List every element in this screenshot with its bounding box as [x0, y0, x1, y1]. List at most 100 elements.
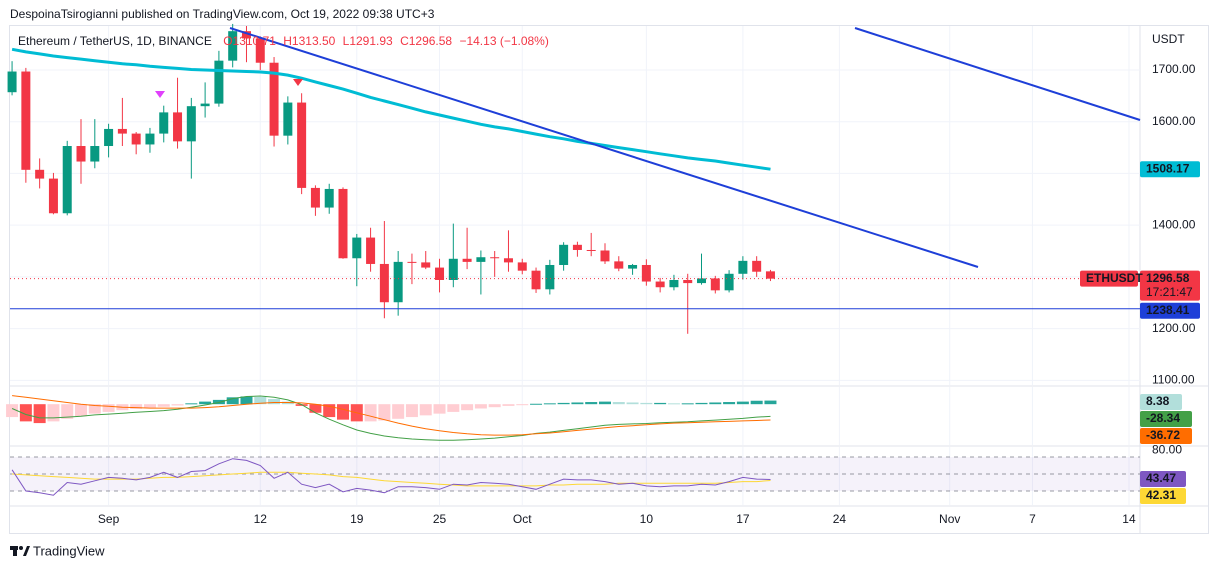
x-tick-label: 12 — [254, 512, 268, 526]
candle-body — [503, 258, 513, 263]
candle-body — [738, 260, 748, 274]
histogram-bar — [585, 402, 598, 405]
histogram-bar — [764, 400, 777, 405]
candle-body — [228, 31, 238, 61]
candle-body — [559, 244, 569, 265]
candle-body — [324, 188, 334, 208]
y-tick-label: 80.00 — [1152, 443, 1182, 457]
candle-body — [462, 258, 472, 262]
publisher-note: DespoinaTsirogianni published on Trading… — [10, 7, 435, 21]
candle-body — [297, 102, 307, 188]
signal-tag: -36.72 — [1146, 428, 1180, 442]
candle-body — [338, 188, 348, 259]
candle-body — [476, 257, 486, 262]
candle-body — [117, 128, 127, 134]
candle-body — [586, 249, 596, 251]
ma-value-tag-bg — [1140, 161, 1200, 178]
y-tick-label: 1400.00 — [1152, 217, 1196, 231]
x-tick-label: Sep — [98, 512, 120, 526]
histogram-bar — [612, 402, 625, 405]
candle-body — [76, 146, 86, 162]
last-price-tag-bg — [1140, 270, 1200, 301]
histogram-bar — [571, 402, 584, 405]
candle-body — [697, 278, 707, 284]
candle-body — [628, 264, 638, 269]
histogram-bar — [171, 404, 184, 406]
histogram-bar — [516, 404, 529, 406]
x-tick-label: 17 — [736, 512, 750, 526]
histogram-bar — [736, 401, 749, 405]
macd-tag: -28.34 — [1146, 411, 1180, 425]
ma-value-tag: 1508.17 — [1146, 161, 1190, 175]
y-tick-label: 1200.00 — [1152, 321, 1196, 335]
candle-body — [683, 279, 693, 284]
rsi-tag: 43.47 — [1146, 471, 1176, 485]
histogram-bar — [723, 402, 736, 405]
histogram-bar — [530, 403, 543, 405]
candle-body — [7, 71, 17, 93]
x-tick-label: 14 — [1122, 512, 1136, 526]
ohlc-change: −14.13 (−1.08%) — [459, 34, 548, 48]
ohlc-value: C1296.58 — [400, 34, 452, 48]
candle-body — [600, 250, 610, 262]
rsi-band-fill — [10, 457, 1140, 491]
histogram-bar — [130, 404, 143, 409]
histogram-bar — [502, 404, 515, 406]
candle-body — [352, 237, 362, 259]
symbol-tag-bg — [1080, 270, 1138, 287]
candle-body — [90, 146, 100, 162]
histogram-bar — [199, 401, 212, 405]
histogram-bar — [19, 404, 32, 422]
histogram-bar — [667, 403, 680, 405]
candle-body — [269, 62, 279, 136]
candle-body — [241, 31, 251, 39]
histogram-bar — [268, 399, 281, 405]
histogram-bar — [6, 404, 19, 418]
candle-body — [752, 260, 762, 272]
logo — [10, 546, 30, 556]
x-tick-label: Nov — [939, 512, 960, 526]
histogram-bar — [474, 404, 487, 409]
signal-marker — [293, 79, 303, 86]
macd-tag-bg — [1140, 411, 1192, 427]
candle-body — [200, 103, 210, 107]
x-tick-label: 25 — [433, 512, 447, 526]
histogram-bar — [598, 401, 611, 405]
logo-shape — [19, 546, 23, 550]
candle-body — [407, 261, 417, 263]
line-value-tag-bg — [1140, 302, 1200, 319]
candle-body — [310, 187, 320, 208]
candle-body — [214, 60, 224, 104]
histogram-bar — [681, 403, 694, 405]
last-price: 1296.58 — [1146, 271, 1190, 285]
candle-body — [379, 263, 389, 303]
candle-body — [435, 267, 445, 280]
ohlc-value: H1313.50 — [283, 34, 335, 48]
candle-body — [614, 261, 624, 269]
rsi-ma-line — [12, 471, 771, 487]
ohlc-value: L1291.93 — [343, 34, 393, 48]
x-tick-label: Oct — [513, 512, 532, 526]
histogram-bar — [543, 403, 556, 405]
x-tick-label: 7 — [1029, 512, 1036, 526]
histogram-bar — [309, 404, 322, 413]
candle-body — [366, 237, 376, 264]
line-value-tag: 1238.41 — [1146, 303, 1190, 317]
histogram-bar — [75, 404, 88, 417]
candle-body — [490, 257, 500, 259]
trend-line — [854, 27, 1141, 121]
histogram-bar — [557, 402, 570, 405]
candle-body — [104, 128, 114, 147]
rsi-ma-tag: 42.31 — [1146, 488, 1176, 502]
candle-body — [655, 281, 665, 288]
candle-body — [572, 244, 582, 250]
histogram-bar — [47, 404, 60, 422]
histogram-bar — [447, 404, 460, 412]
rsi-ma-tag-bg — [1140, 488, 1186, 504]
x-tick-label: 24 — [833, 512, 847, 526]
candle-body — [131, 133, 141, 145]
candle-body — [448, 258, 458, 280]
plot: Sep121925Oct101724Nov7141100.001200.0013… — [6, 23, 1196, 526]
